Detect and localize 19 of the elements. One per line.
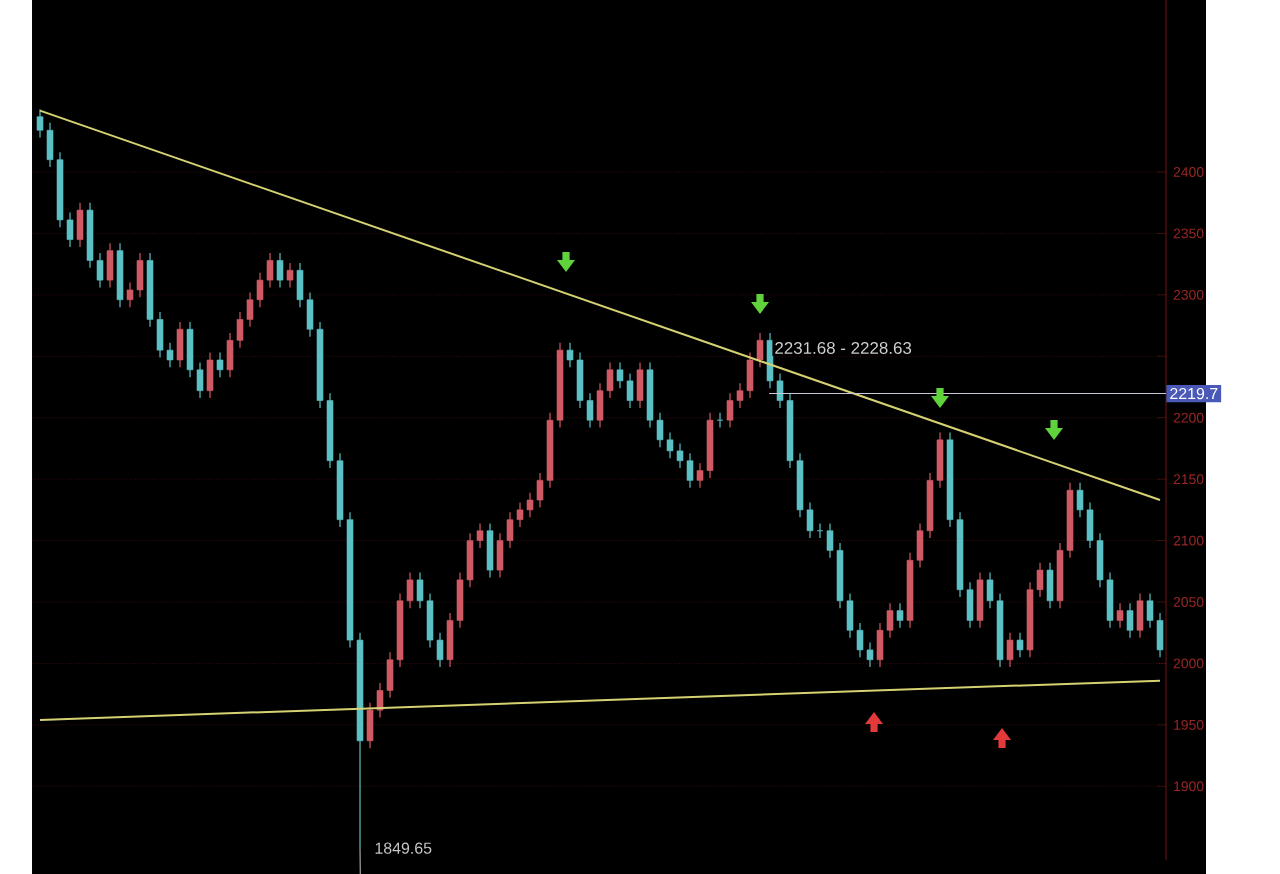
candlestick bbox=[1016, 632, 1024, 658]
candlestick bbox=[176, 321, 184, 368]
candlestick bbox=[286, 262, 294, 289]
candlestick bbox=[756, 332, 764, 368]
candlestick bbox=[1126, 602, 1134, 639]
candlestick bbox=[976, 571, 984, 629]
candlestick bbox=[76, 202, 84, 248]
candlestick bbox=[1006, 632, 1014, 668]
candlestick bbox=[206, 352, 214, 399]
candlestick bbox=[486, 522, 494, 579]
candlestick bbox=[636, 361, 644, 409]
candlestick bbox=[1116, 602, 1124, 629]
candlestick bbox=[1136, 592, 1144, 639]
candlestick bbox=[896, 602, 904, 629]
annotation: 2231.68 - 2228.63 bbox=[775, 341, 912, 354]
candlestick bbox=[106, 242, 114, 289]
candlestick bbox=[1046, 562, 1054, 609]
candlestick bbox=[276, 252, 284, 289]
candlestick bbox=[216, 352, 224, 378]
